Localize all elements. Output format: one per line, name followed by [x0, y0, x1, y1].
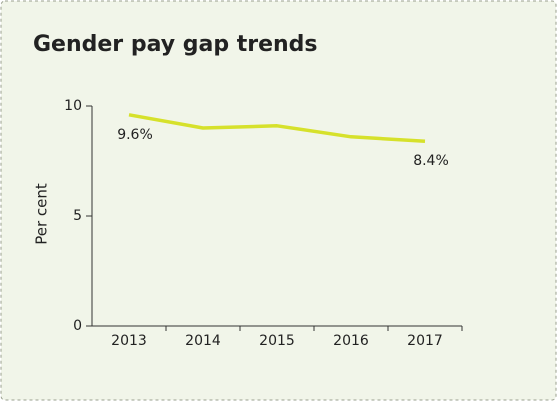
data-label: 8.4%: [413, 153, 449, 169]
x-tick-label: 2013: [111, 333, 147, 349]
y-tick-label: 5: [73, 208, 82, 224]
y-tick-label: 10: [64, 98, 82, 114]
x-tick-label: 2016: [333, 333, 369, 349]
y-tick-label: 0: [73, 318, 82, 334]
line: [128, 113, 426, 143]
x-tick-label: 2015: [259, 333, 295, 349]
y-axis-label: Per cent: [33, 183, 51, 245]
chart-title: Gender pay gap trends: [33, 32, 318, 57]
x-tick-label: 2014: [185, 333, 221, 349]
x-tick-label: 2017: [407, 333, 443, 349]
data-label: 9.6%: [117, 127, 153, 143]
